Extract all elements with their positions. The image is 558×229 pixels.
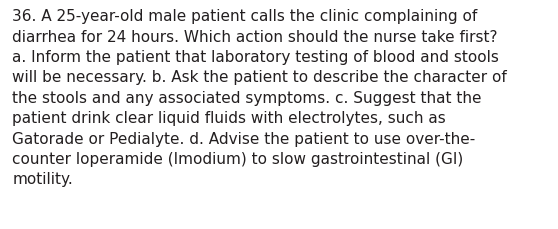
Text: 36. A 25-year-old male patient calls the clinic complaining of
diarrhea for 24 h: 36. A 25-year-old male patient calls the…	[12, 9, 507, 187]
